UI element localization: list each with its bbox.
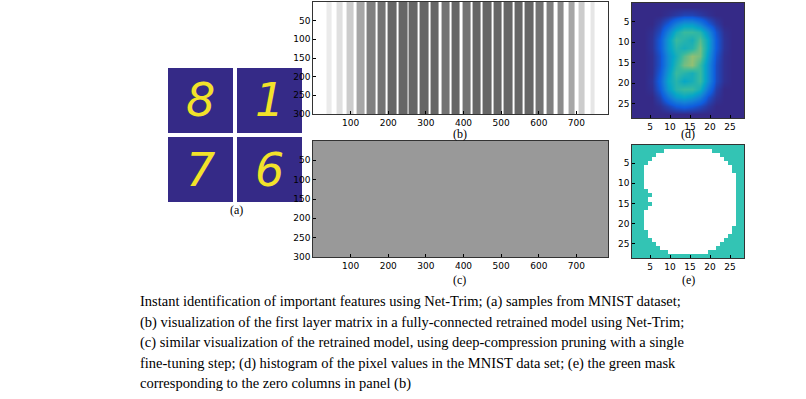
svg-text:300: 300	[417, 261, 434, 271]
svg-text:10: 10	[664, 122, 676, 132]
svg-text:100: 100	[342, 118, 359, 128]
svg-text:100: 100	[293, 34, 310, 44]
svg-text:10: 10	[618, 178, 630, 188]
svg-text:5: 5	[647, 122, 653, 132]
html-text:corresponding to the zero colu: corresponding to the zero columns in pan…	[140, 375, 411, 391]
svg-text:7: 7	[186, 143, 215, 197]
html-text:fine-tuning step; (d) histogra: fine-tuning step; (d) histogram of the p…	[140, 354, 676, 371]
html-text:(b) visualization of the first: (b) visualization of the first layer mat…	[140, 313, 685, 330]
svg-text:150: 150	[293, 53, 310, 63]
svg-text:8: 8	[186, 73, 215, 127]
svg-text:200: 200	[380, 261, 397, 271]
svg-text:(a): (a)	[230, 203, 243, 217]
svg-text:700: 700	[568, 118, 585, 128]
svg-text:20: 20	[704, 262, 716, 272]
svg-text:6: 6	[255, 143, 284, 197]
svg-text:600: 600	[530, 118, 547, 128]
html-text:(c) similar visualization of t: (c) similar visualization of the retrain…	[140, 334, 684, 350]
svg-text:15: 15	[618, 199, 629, 209]
svg-text:300: 300	[417, 118, 434, 128]
svg-text:25: 25	[618, 99, 629, 109]
svg-text:5: 5	[647, 262, 653, 272]
svg-text:(c): (c)	[453, 273, 466, 287]
svg-text:1: 1	[255, 73, 284, 127]
svg-text:50: 50	[299, 16, 311, 26]
svg-text:5: 5	[624, 158, 630, 168]
svg-text:200: 200	[293, 72, 310, 82]
svg-text:15: 15	[684, 122, 695, 132]
svg-text:20: 20	[704, 122, 716, 132]
svg-text:15: 15	[684, 262, 695, 272]
svg-text:200: 200	[293, 213, 310, 223]
svg-text:250: 250	[293, 233, 310, 243]
svg-text:20: 20	[618, 78, 630, 88]
svg-text:25: 25	[724, 262, 735, 272]
svg-text:10: 10	[618, 37, 630, 47]
svg-text:10: 10	[664, 262, 676, 272]
svg-text:100: 100	[342, 261, 359, 271]
svg-text:(b): (b)	[453, 127, 467, 141]
svg-text:50: 50	[299, 155, 311, 165]
svg-text:400: 400	[455, 261, 472, 271]
svg-text:25: 25	[724, 122, 735, 132]
svg-text:300: 300	[293, 252, 310, 262]
svg-text:150: 150	[293, 194, 310, 204]
svg-text:100: 100	[293, 175, 310, 185]
svg-text:5: 5	[624, 17, 630, 27]
svg-text:600: 600	[530, 261, 547, 271]
svg-text:(e): (e)	[682, 273, 695, 287]
svg-text:500: 500	[493, 261, 510, 271]
svg-text:400: 400	[455, 118, 472, 128]
svg-text:300: 300	[293, 109, 310, 119]
svg-text:700: 700	[568, 261, 585, 271]
svg-text:200: 200	[380, 118, 397, 128]
svg-text:15: 15	[618, 58, 629, 68]
svg-text:25: 25	[618, 239, 629, 249]
svg-text:250: 250	[293, 90, 310, 100]
svg-text:500: 500	[493, 118, 510, 128]
svg-text:20: 20	[618, 219, 630, 229]
svg-text:(d): (d)	[681, 127, 695, 141]
html-text:Instant identification of impo: Instant identification of important feat…	[140, 293, 681, 309]
